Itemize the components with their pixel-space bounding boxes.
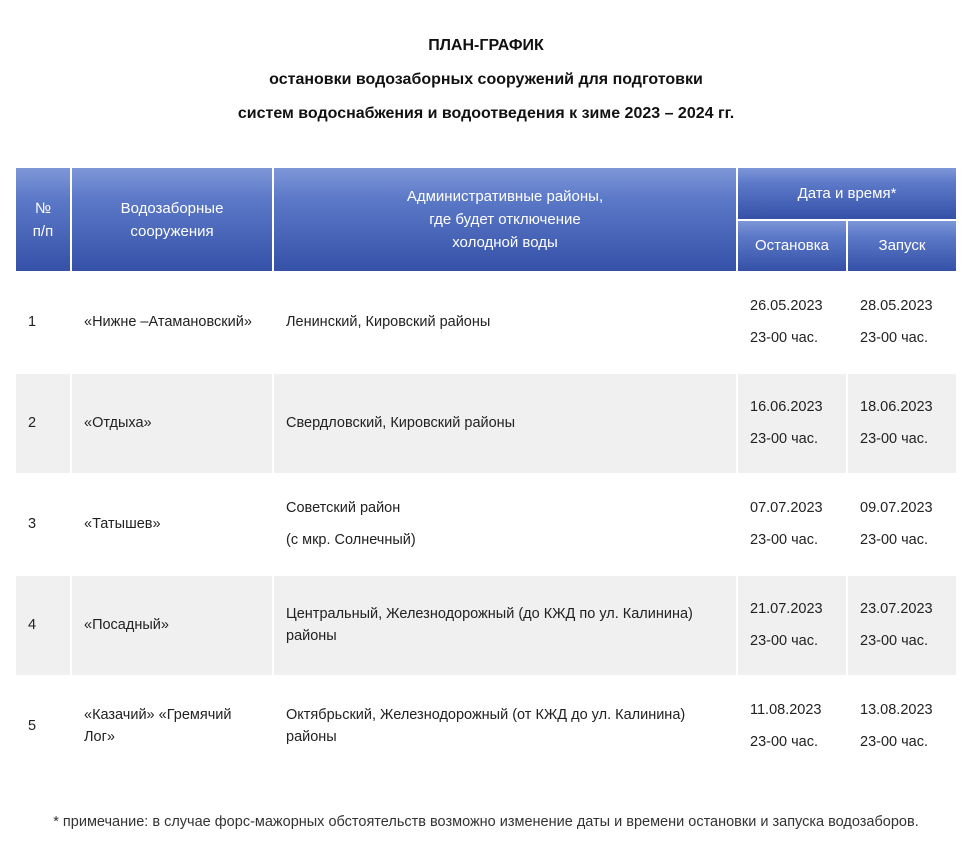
cell-area: Октябрьский, Железнодорожный (от КЖД до …: [274, 677, 736, 776]
cell-area: Ленинский, Кировский районы: [274, 273, 736, 372]
col-header-intake-l1: Водозаборные: [82, 200, 262, 217]
cell-area-l2: (с мкр. Солнечный): [286, 529, 724, 551]
cell-stop: 26.05.2023 23-00 час.: [738, 273, 846, 372]
cell-intake: «Татышев»: [72, 475, 272, 574]
cell-stop-date: 16.06.2023: [750, 396, 834, 418]
cell-area: Свердловский, Кировский районы: [274, 374, 736, 473]
cell-start: 28.05.2023 23-00 час.: [848, 273, 956, 372]
cell-area: Центральный, Железнодорожный (до КЖД по …: [274, 576, 736, 675]
schedule-table: № п/п Водозаборные сооружения Администра…: [14, 166, 958, 778]
col-header-index-l1: №: [26, 200, 60, 217]
heading-line-2: остановки водозаборных сооружений для по…: [14, 68, 958, 92]
cell-start: 23.07.2023 23-00 час.: [848, 576, 956, 675]
col-header-areas-l2: где будет отключение: [284, 211, 726, 228]
heading-line-1: ПЛАН-ГРАФИК: [14, 34, 958, 58]
col-header-start: Запуск: [848, 221, 956, 272]
col-header-areas-l1: Административные районы,: [284, 188, 726, 205]
cell-area: Советский район (с мкр. Солнечный): [274, 475, 736, 574]
cell-start-date: 13.08.2023: [860, 699, 944, 721]
table-row: 5 «Казачий» «Гремячий Лог» Октябрьский, …: [16, 677, 956, 776]
cell-stop-date: 07.07.2023: [750, 497, 834, 519]
table-row: 3 «Татышев» Советский район (с мкр. Солн…: [16, 475, 956, 574]
cell-stop-time: 23-00 час.: [750, 327, 834, 349]
cell-stop-time: 23-00 час.: [750, 630, 834, 652]
cell-start-date: 18.06.2023: [860, 396, 944, 418]
cell-start-time: 23-00 час.: [860, 327, 944, 349]
col-header-intake: Водозаборные сооружения: [72, 168, 272, 271]
cell-start-time: 23-00 час.: [860, 731, 944, 753]
cell-start-date: 09.07.2023: [860, 497, 944, 519]
cell-stop: 16.06.2023 23-00 час.: [738, 374, 846, 473]
cell-start-time: 23-00 час.: [860, 428, 944, 450]
col-header-datetime: Дата и время*: [738, 168, 956, 219]
table-row: 4 «Посадный» Центральный, Железнодорожны…: [16, 576, 956, 675]
schedule-table-wrap: № п/п Водозаборные сооружения Администра…: [14, 166, 958, 778]
cell-stop: 11.08.2023 23-00 час.: [738, 677, 846, 776]
cell-stop: 21.07.2023 23-00 час.: [738, 576, 846, 675]
cell-start-time: 23-00 час.: [860, 529, 944, 551]
cell-index: 2: [16, 374, 70, 473]
col-header-areas-l3: холодной воды: [284, 234, 726, 251]
col-header-index: № п/п: [16, 168, 70, 271]
footnote: * примечание: в случае форс-мажорных обс…: [14, 812, 958, 834]
cell-start-time: 23-00 час.: [860, 630, 944, 652]
cell-stop-date: 21.07.2023: [750, 598, 834, 620]
col-header-stop: Остановка: [738, 221, 846, 272]
cell-area-l1: Советский район: [286, 497, 724, 519]
col-header-intake-l2: сооружения: [82, 223, 262, 240]
cell-index: 1: [16, 273, 70, 372]
cell-stop-date: 26.05.2023: [750, 295, 834, 317]
cell-start-date: 28.05.2023: [860, 295, 944, 317]
cell-stop-date: 11.08.2023: [750, 699, 834, 721]
document-heading: ПЛАН-ГРАФИК остановки водозаборных соору…: [14, 34, 958, 126]
cell-start: 18.06.2023 23-00 час.: [848, 374, 956, 473]
heading-line-3: систем водоснабжения и водоотведения к з…: [14, 102, 958, 126]
cell-intake: «Отдыха»: [72, 374, 272, 473]
cell-stop-time: 23-00 час.: [750, 731, 834, 753]
cell-start-date: 23.07.2023: [860, 598, 944, 620]
cell-stop-time: 23-00 час.: [750, 529, 834, 551]
col-header-index-l2: п/п: [26, 223, 60, 240]
cell-intake: «Нижне –Атамановский»: [72, 273, 272, 372]
table-row: 1 «Нижне –Атамановский» Ленинский, Киров…: [16, 273, 956, 372]
table-row: 2 «Отдыха» Свердловский, Кировский район…: [16, 374, 956, 473]
cell-start: 13.08.2023 23-00 час.: [848, 677, 956, 776]
cell-index: 5: [16, 677, 70, 776]
cell-stop-time: 23-00 час.: [750, 428, 834, 450]
cell-index: 3: [16, 475, 70, 574]
cell-intake: «Казачий» «Гремячий Лог»: [72, 677, 272, 776]
col-header-areas: Административные районы, где будет отклю…: [274, 168, 736, 271]
cell-index: 4: [16, 576, 70, 675]
cell-start: 09.07.2023 23-00 час.: [848, 475, 956, 574]
cell-intake: «Посадный»: [72, 576, 272, 675]
cell-stop: 07.07.2023 23-00 час.: [738, 475, 846, 574]
